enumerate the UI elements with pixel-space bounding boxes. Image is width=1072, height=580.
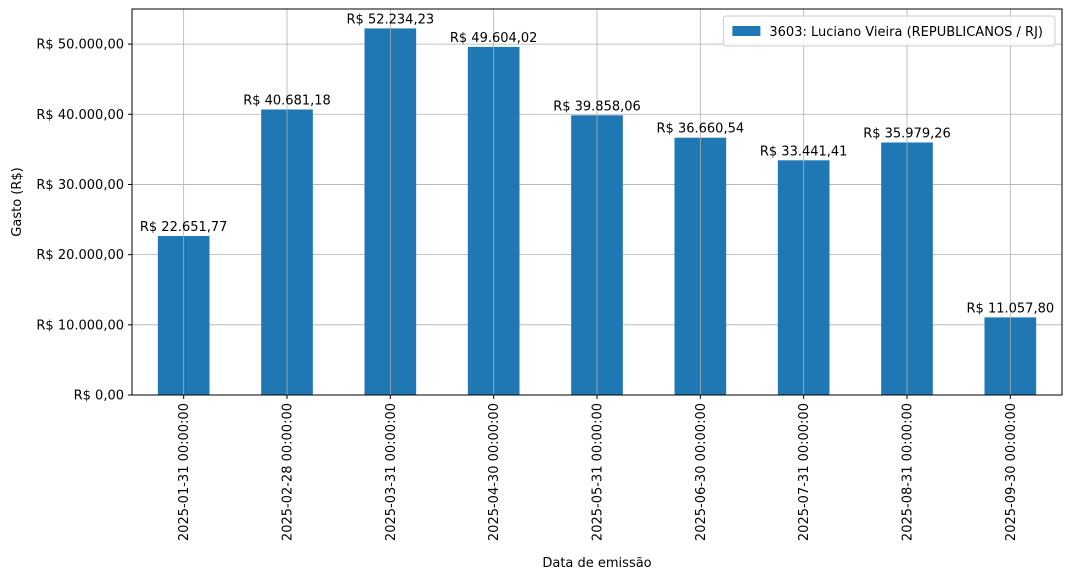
x-tick-label: 2025-06-30 00:00:00	[694, 403, 709, 541]
bar-value-label: R$ 39.858,06	[553, 99, 641, 114]
y-tick-label: R$ 30.000,00	[36, 178, 124, 193]
x-axis-label: Data de emissão	[542, 556, 651, 571]
bar-value-label: R$ 49.604,02	[450, 31, 538, 46]
legend: 3603: Luciano Vieira (REPUBLICANOS / RJ)	[722, 15, 1056, 47]
x-axis-ticks: 2025-01-31 00:00:00 2025-02-28 00:00:00 20…	[177, 395, 1019, 541]
vertical-grid	[183, 9, 1011, 395]
x-tick-label: 2025-02-28 00:00:00	[281, 403, 296, 541]
y-tick-label: R$ 40.000,00	[36, 108, 124, 123]
bar-value-label: R$ 33.441,41	[760, 144, 848, 159]
x-tick-label: 2025-05-31 00:00:00	[591, 403, 606, 541]
bar-value-labels: R$ 22.651,77 R$ 40.681,18 R$ 52.234,23 R$ 4…	[140, 12, 1054, 316]
y-axis-label: Gasto (R$)	[10, 167, 25, 236]
bar-value-label: R$ 11.057,80	[967, 301, 1055, 316]
x-tick-label: 2025-09-30 00:00:00	[1004, 403, 1019, 541]
x-tick-label: 2025-01-31 00:00:00	[177, 403, 192, 541]
y-axis-ticks: R$ 0,00 R$ 10.000,00 R$ 20.000,00 R$ 30.000…	[36, 38, 132, 404]
y-tick-label: R$ 20.000,00	[36, 248, 124, 263]
y-tick-label: R$ 50.000,00	[36, 38, 124, 53]
bar-value-label: R$ 40.681,18	[243, 93, 331, 108]
x-tick-label: 2025-04-30 00:00:00	[487, 403, 502, 541]
x-tick-label: 2025-07-31 00:00:00	[797, 403, 812, 541]
bar-value-label: R$ 36.660,54	[657, 122, 745, 137]
bar-value-label: R$ 22.651,77	[140, 220, 228, 235]
y-tick-label: R$ 0,00	[74, 389, 124, 404]
legend-swatch	[732, 26, 761, 36]
x-tick-label: 2025-08-31 00:00:00	[901, 403, 916, 541]
legend-entry: 3603: Luciano Vieira (REPUBLICANOS / RJ)	[769, 25, 1043, 40]
bar-value-label: R$ 35.979,26	[863, 126, 951, 141]
legend-box	[722, 15, 1056, 47]
x-tick-label: 2025-03-31 00:00:00	[384, 403, 399, 541]
bar-value-label: R$ 52.234,23	[347, 12, 435, 27]
y-tick-label: R$ 10.000,00	[36, 318, 124, 333]
